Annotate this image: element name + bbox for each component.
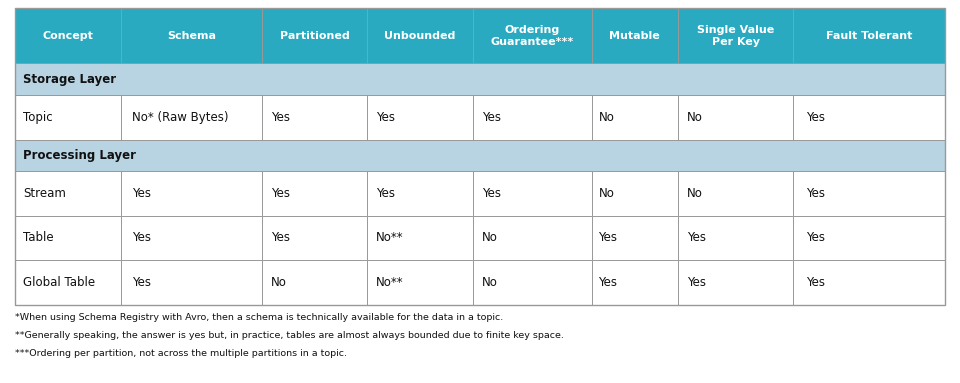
Bar [121,171,262,216]
Bar [121,260,262,305]
Text: Yes: Yes [376,111,395,124]
Text: Storage Layer: Storage Layer [23,73,116,86]
Text: No: No [687,187,703,200]
Bar [121,8,262,64]
Text: Yes: Yes [598,231,617,244]
Bar [472,171,591,216]
Bar [368,8,472,64]
Text: Yes: Yes [805,111,825,124]
Text: Yes: Yes [132,276,152,289]
Bar [368,171,472,216]
Bar [15,95,121,139]
Text: *When using Schema Registry with Avro, then a schema is technically available fo: *When using Schema Registry with Avro, t… [15,313,503,322]
Bar [472,95,591,139]
Text: Stream: Stream [23,187,66,200]
Text: Yes: Yes [132,231,152,244]
Text: Processing Layer: Processing Layer [23,149,135,162]
Text: Yes: Yes [805,187,825,200]
Text: No: No [482,231,498,244]
Text: Unbounded: Unbounded [384,31,456,41]
Text: Fault Tolerant: Fault Tolerant [826,31,912,41]
Bar [678,171,793,216]
Text: Yes: Yes [598,276,617,289]
Bar [262,260,368,305]
Text: Yes: Yes [687,276,707,289]
Bar [591,95,678,139]
Bar [262,171,368,216]
Text: Yes: Yes [271,187,290,200]
Bar [368,260,472,305]
Text: Partitioned: Partitioned [280,31,349,41]
Bar [368,216,472,260]
Bar [678,95,793,139]
Text: No: No [598,111,614,124]
Bar [591,8,678,64]
Bar [472,216,591,260]
Text: No: No [482,276,498,289]
Text: Ordering
Guarantee***: Ordering Guarantee*** [491,25,574,47]
Text: No**: No** [376,231,403,244]
Bar [591,171,678,216]
Bar [793,171,945,216]
Bar [15,8,945,305]
Text: Yes: Yes [687,231,707,244]
Text: Mutable: Mutable [610,31,660,41]
Text: No**: No** [376,276,403,289]
Bar [793,216,945,260]
Bar [15,64,945,95]
Text: Yes: Yes [482,111,501,124]
Text: Schema: Schema [167,31,216,41]
Bar [262,8,368,64]
Text: Yes: Yes [805,231,825,244]
Text: No: No [687,111,703,124]
Bar [591,216,678,260]
Bar [262,95,368,139]
Bar [591,260,678,305]
Bar [368,95,472,139]
Bar [793,95,945,139]
Bar [15,171,121,216]
Text: No: No [271,276,287,289]
Bar [262,216,368,260]
Text: Yes: Yes [271,111,290,124]
Text: Yes: Yes [132,187,152,200]
Text: Yes: Yes [376,187,395,200]
Bar [472,260,591,305]
Bar [678,8,793,64]
Bar [15,139,945,171]
Text: Yes: Yes [805,276,825,289]
Bar [121,216,262,260]
Bar [793,260,945,305]
Text: ***Ordering per partition, not across the multiple partitions in a topic.: ***Ordering per partition, not across th… [15,349,347,358]
Bar [678,260,793,305]
Text: No: No [598,187,614,200]
Text: Single Value
Per Key: Single Value Per Key [697,25,775,47]
Text: Yes: Yes [482,187,501,200]
Bar [15,8,121,64]
Text: Concept: Concept [42,31,93,41]
Text: Table: Table [23,231,54,244]
Bar [121,95,262,139]
Text: Yes: Yes [271,231,290,244]
Text: Global Table: Global Table [23,276,96,289]
Text: **Generally speaking, the answer is yes but, in practice, tables are almost alwa: **Generally speaking, the answer is yes … [15,331,564,340]
Bar [472,8,591,64]
Bar [678,216,793,260]
Bar [15,216,121,260]
Text: No* (Raw Bytes): No* (Raw Bytes) [132,111,228,124]
Text: Topic: Topic [23,111,53,124]
Bar [793,8,945,64]
Bar [15,260,121,305]
